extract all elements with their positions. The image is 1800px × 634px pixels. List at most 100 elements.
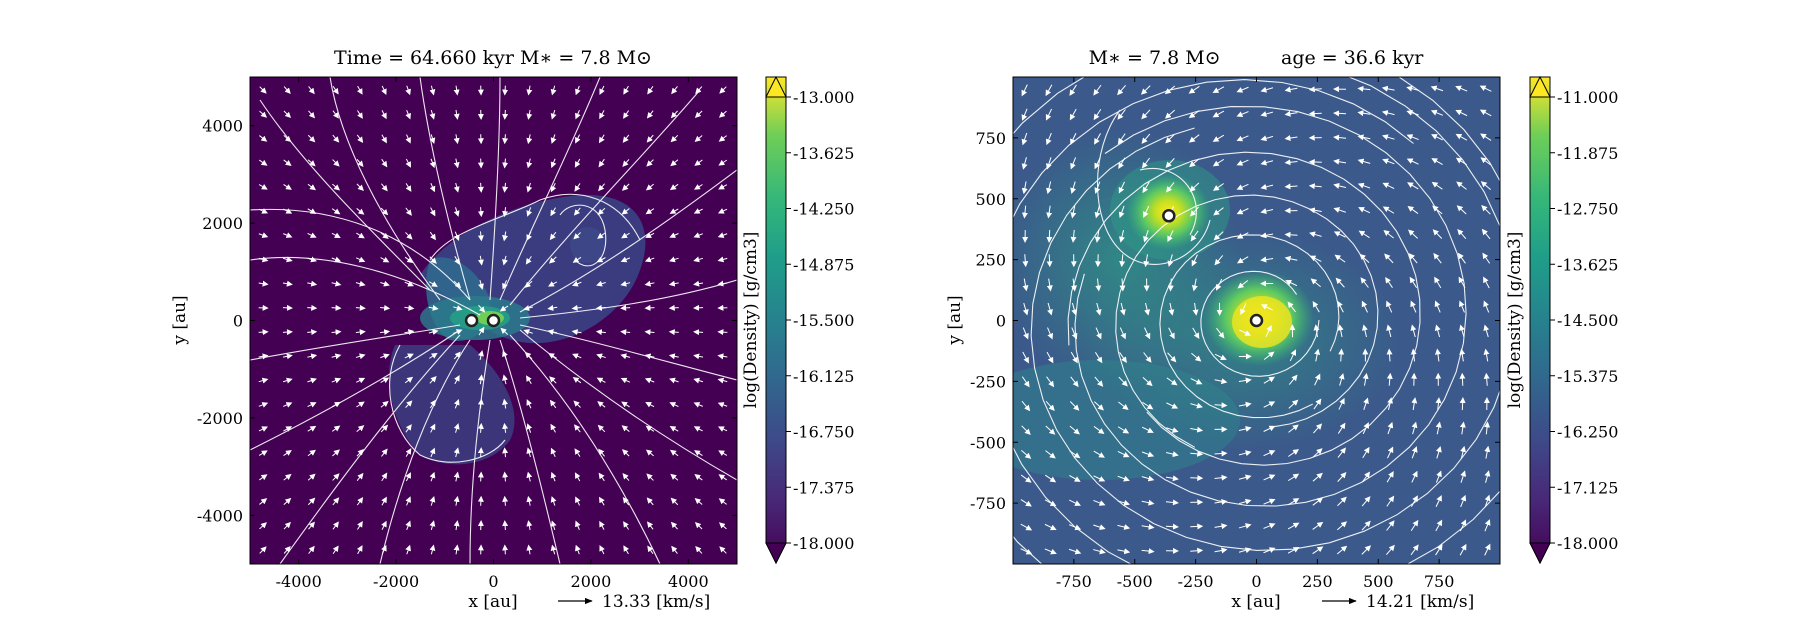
panel-1-x-tick-label: 2000 [571, 572, 612, 591]
panel-2-x-tick-label: 0 [1251, 572, 1261, 591]
panel-2-ylabel: y [au] [945, 295, 965, 345]
panel-1-colorbar-tick-label: -13.000 [793, 88, 854, 107]
panel-1-star-marker [466, 315, 477, 326]
panel-1-velocity-arrow [505, 499, 506, 506]
panel-2-colorbar-tick-label: -17.125 [1557, 478, 1618, 497]
panel-1-velocity-arrow [481, 207, 482, 214]
panel-2-x-tick-label: 500 [1363, 572, 1394, 591]
panel-1-colorbar-tick-label: -18.000 [793, 534, 854, 553]
panel-2-colorbar-bar [1530, 77, 1550, 563]
panel-1-velocity-arrow [672, 332, 679, 333]
panel-2-y-tick-label: 0 [996, 312, 1006, 331]
panel-1-y-tick-label: -4000 [197, 506, 243, 525]
panel-1-x-tick-label: 0 [488, 572, 498, 591]
panel-2-velocity-arrow [1171, 279, 1172, 289]
panel-2-velocity-arrow [1462, 376, 1463, 386]
panel-2-velocity-arrow [1336, 113, 1346, 114]
panel-2-colorbar-tick-label: -12.750 [1557, 200, 1618, 219]
panel-2-velocity-arrow [1462, 400, 1463, 410]
panel-2-y-tick-label: 500 [975, 190, 1006, 209]
panel-2-xlabel: x [au] [1231, 592, 1280, 612]
panel-2-colorbar-tick-label: -13.625 [1557, 255, 1618, 274]
panel-2-title: M∗ = 7.8 M⊙ age = 36.6 kyr [1089, 47, 1425, 69]
panel-1-y-tick-label: -2000 [197, 409, 243, 428]
panel-2-plot-area [933, 34, 1567, 630]
panel-1-colorbar-ticks: -13.000 -13.625 -14.250 -14.875 -15.500 -16.1… [786, 88, 854, 553]
panel-2-velocity-arrow [1341, 351, 1342, 361]
panel-1-x-tick-label: -2000 [373, 572, 419, 591]
panel-2-velocity-arrow [1389, 351, 1390, 361]
panel-1-colorbar-bottom-extend [766, 543, 786, 563]
panel-1-title: Time = 64.660 kyr M∗ = 7.8 M⊙ [334, 47, 652, 69]
panel-2-velocity-arrow [1190, 526, 1200, 527]
panel-1-velocity-arrow [356, 308, 363, 309]
panel-2-colorbar-tick-label: -18.000 [1557, 534, 1618, 553]
panel-1-colorbar-tick-label: -14.250 [793, 200, 854, 219]
panel-2-y-tick-label: 250 [975, 251, 1006, 270]
panel-2-velocity-arrow [1215, 453, 1225, 454]
panel-1-velocity-arrow [505, 110, 506, 117]
panel-1-velocity-arrow [481, 426, 482, 433]
panel-1-plot-area [250, 77, 737, 564]
panel-2-y-tick-label: -500 [970, 433, 1006, 452]
panel-1-velocity-arrow [505, 159, 506, 166]
panel-2-colorbar-tick-label: -11.875 [1557, 144, 1618, 163]
panel-1-y-tick-label: 4000 [202, 117, 243, 136]
panel-2-velocity-arrow [1287, 186, 1297, 187]
panel-2-x-tick-label: -250 [1178, 572, 1214, 591]
panel-2-colorbar: -11.000 -11.875 -12.750 -13.625 -14.500 -15.3… [1505, 77, 1618, 563]
panel-2-velocity-arrow [1122, 279, 1123, 289]
panel-2-colorbar-tick-label: -14.500 [1557, 311, 1618, 330]
panel-1-xlabel: x [au] [468, 592, 517, 612]
panel-1-colorbar-bar [766, 77, 786, 563]
panel-1-velocity-key: 13.33 [km/s] [558, 592, 710, 612]
panel-1-velocity-arrow [505, 474, 506, 481]
panel-1-velocity-arrow [599, 308, 606, 309]
panel-2-colorbar-label: log(Density) [g/cm3] [1505, 232, 1525, 409]
panel-2-velocity-arrow [1049, 254, 1050, 264]
panel-1: Time = 64.660 kyr M∗ = 7.8 M⊙ -4000 -2000… [170, 47, 854, 612]
panel-2-star-marker [1163, 210, 1174, 221]
panel-2-colorbar-tick-label: -15.375 [1557, 367, 1618, 386]
panel-1-x-tick-label: 4000 [668, 572, 709, 591]
panel-2-y-tick-label: -250 [970, 372, 1006, 391]
panel-2-velocity-key: 14.21 [km/s] [1322, 592, 1474, 612]
panel-1-velocity-arrow [505, 523, 506, 530]
panel-1-y-tick-label: 2000 [202, 214, 243, 233]
panel-1-y-tick-label: 0 [233, 312, 243, 331]
panel-1-ylabel: y [au] [170, 295, 190, 345]
panel-1-velocity-arrow [647, 332, 654, 333]
panel-2-colorbar-tick-label: -11.000 [1557, 88, 1618, 107]
panel-2-colorbar-bottom-extend [1530, 543, 1550, 563]
panel-2-x-tick-label: 750 [1424, 572, 1455, 591]
panel-2-colorbar-ticks: -11.000 -11.875 -12.750 -13.625 -14.500 -15.3… [1550, 88, 1618, 553]
panel-2-x-tick-label: 250 [1302, 572, 1333, 591]
panel-1-velocity-key-label: 13.33 [km/s] [602, 592, 710, 612]
panel-2-star-marker [1251, 315, 1262, 326]
panel-1-velocity-arrow [307, 332, 314, 333]
panel-1-velocity-arrow [380, 308, 387, 309]
panel-2-y-tick-label: -750 [970, 494, 1006, 513]
panel-2-velocity-arrow [1166, 526, 1176, 527]
panel-2-velocity-key-label: 14.21 [km/s] [1366, 592, 1474, 612]
panel-2-x-tick-label: -500 [1117, 572, 1153, 591]
panel-2-velocity-arrow [1049, 230, 1050, 240]
panel-1-star-marker [488, 315, 499, 326]
panel-2-velocity-arrow [1312, 113, 1322, 114]
panel-1-x-tick-label: -4000 [276, 572, 322, 591]
panel-1-colorbar-tick-label: -13.625 [793, 144, 854, 163]
panel-1-velocity-arrow [332, 332, 339, 333]
panel-1-colorbar: -13.000 -13.625 -14.250 -14.875 -15.500 -16.1… [741, 77, 854, 563]
panel-1-colorbar-tick-label: -15.500 [793, 311, 854, 330]
panel-2-colorbar-tick-label: -16.250 [1557, 423, 1618, 442]
panel-1-colorbar-label: log(Density) [g/cm3] [741, 232, 761, 409]
panel-1-colorbar-tick-label: -16.125 [793, 367, 854, 386]
panel-2-x-tick-label: -750 [1056, 572, 1092, 591]
panel-1-velocity-arrow [505, 134, 506, 141]
panel-1-colorbar-tick-label: -17.375 [793, 478, 854, 497]
panel-1-velocity-arrow [623, 308, 630, 309]
panel-1-colorbar-tick-label: -14.875 [793, 255, 854, 274]
panel-2: M∗ = 7.8 M⊙ age = 36.6 kyr -750 -500 -250 0… [933, 34, 1618, 630]
panel-2-velocity-arrow [1287, 235, 1297, 236]
